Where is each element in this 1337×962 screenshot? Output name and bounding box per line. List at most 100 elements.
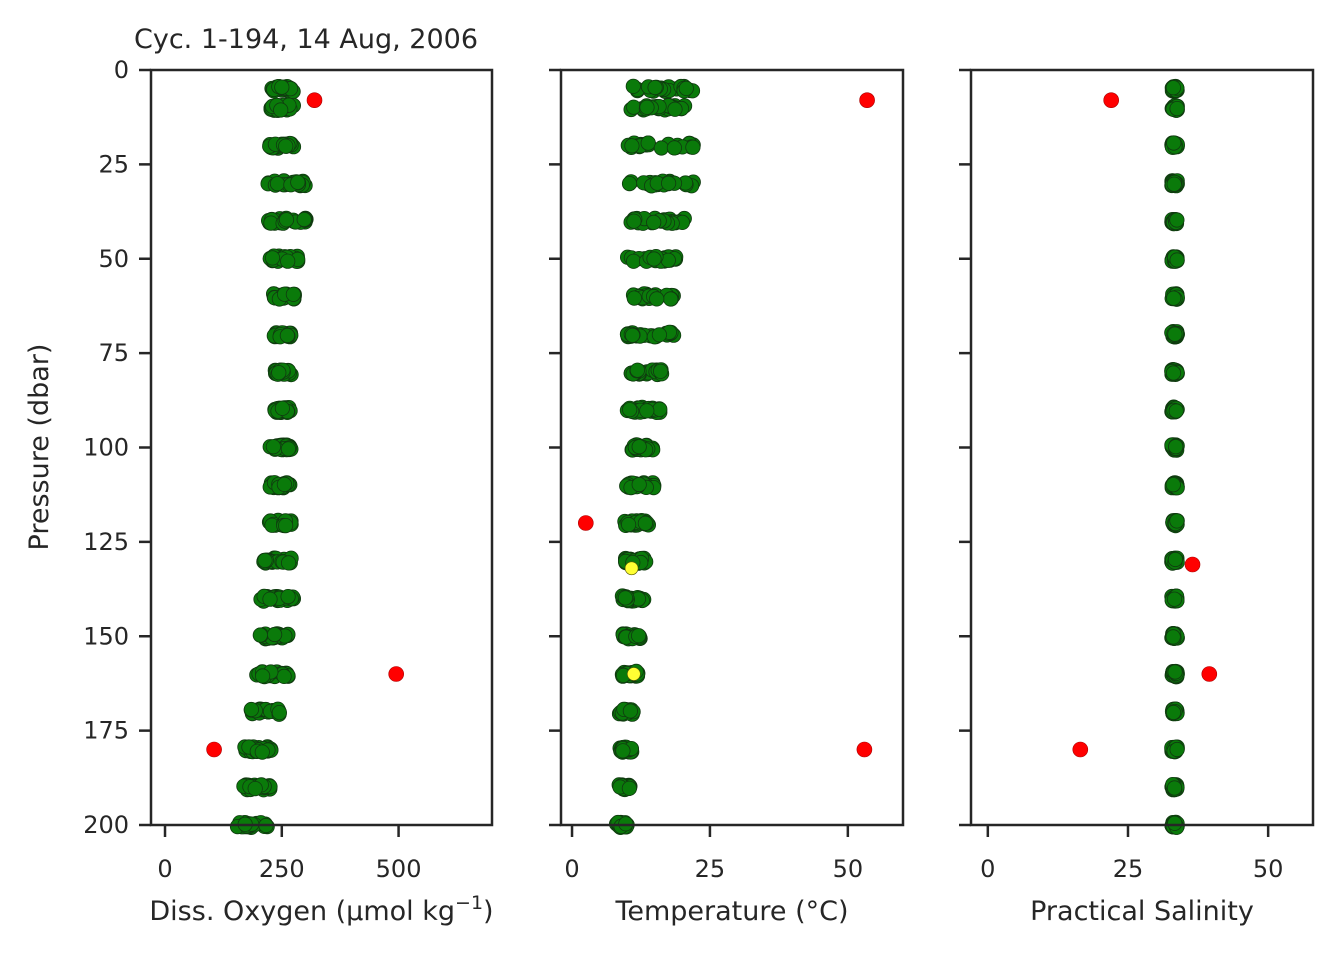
good-point xyxy=(622,703,639,719)
good-points xyxy=(229,79,314,836)
good-point xyxy=(1169,741,1185,758)
good-point xyxy=(271,365,287,381)
good-point xyxy=(280,588,296,605)
y-tick-label: 50 xyxy=(98,245,129,273)
good-point xyxy=(1167,815,1183,831)
good-point xyxy=(285,286,301,302)
good-point xyxy=(1167,326,1183,342)
outlier-point xyxy=(388,666,405,682)
good-point xyxy=(625,78,641,94)
good-point xyxy=(1165,80,1182,96)
good-point xyxy=(247,780,263,797)
good-point xyxy=(1166,780,1183,796)
panel-3: 0 25 50 Practical Salinity xyxy=(959,68,1315,927)
good-point xyxy=(276,476,292,492)
good-point xyxy=(637,515,654,531)
outlier-point xyxy=(1072,741,1089,758)
good-point xyxy=(1166,591,1183,607)
good-point xyxy=(1166,176,1182,192)
good-point xyxy=(631,439,647,455)
axes-frame xyxy=(969,68,1315,827)
good-point xyxy=(280,441,296,457)
good-point xyxy=(621,780,638,796)
x-axis-label: Diss. Oxygen (µmol kg−1) xyxy=(149,892,493,927)
good-point xyxy=(290,174,306,190)
good-point xyxy=(1168,439,1184,455)
good-point xyxy=(685,139,701,155)
good-point xyxy=(243,701,259,718)
good-point xyxy=(651,327,668,343)
axes-frame xyxy=(149,68,494,827)
good-point xyxy=(626,290,642,306)
good-point xyxy=(630,628,647,644)
good-point xyxy=(255,668,271,684)
outlier-point xyxy=(859,92,875,108)
probable-point xyxy=(624,561,639,576)
outlier-point xyxy=(577,515,594,531)
y-tick-label: 150 xyxy=(83,622,129,650)
x-tick-label: 25 xyxy=(1113,855,1144,883)
x-tick-label: 0 xyxy=(157,855,172,883)
panel-1: 0 25 50 75 100 125 150 175 200 0 250 500 Diss. Oxyge… xyxy=(83,56,493,927)
x-tick-label: 50 xyxy=(833,855,864,883)
y-axis-label: Pressure (dbar) xyxy=(24,344,55,551)
good-point xyxy=(1169,212,1185,228)
x-tick-label: 250 xyxy=(259,855,305,883)
x-tick-label: 500 xyxy=(376,855,422,883)
good-points xyxy=(608,78,701,836)
good-point xyxy=(626,213,642,229)
good-point xyxy=(617,590,634,606)
good-point xyxy=(678,80,694,97)
good-points xyxy=(1164,78,1185,835)
good-point xyxy=(278,138,294,154)
good-point xyxy=(660,175,677,191)
x-tick-label: 0 xyxy=(564,855,579,883)
good-point xyxy=(615,743,631,759)
good-point xyxy=(296,211,312,228)
good-point xyxy=(1165,477,1181,493)
good-point xyxy=(1165,365,1182,381)
good-point xyxy=(640,135,656,151)
good-point xyxy=(666,140,683,156)
good-point xyxy=(1167,664,1183,680)
good-point xyxy=(278,212,295,228)
y-tick-label: 0 xyxy=(114,56,129,84)
y-tick-label: 175 xyxy=(83,717,129,745)
good-point xyxy=(624,138,640,154)
good-point xyxy=(274,79,290,95)
outlier-point xyxy=(1201,666,1218,682)
good-point xyxy=(262,591,278,607)
x-tick-label: 50 xyxy=(1253,855,1284,883)
outlier-point xyxy=(856,741,873,758)
good-point xyxy=(639,403,655,419)
good-point xyxy=(626,99,642,115)
outlier-point xyxy=(1184,556,1201,573)
good-point xyxy=(667,101,683,117)
y-tick-label: 125 xyxy=(83,528,129,556)
good-point xyxy=(653,140,670,156)
good-point xyxy=(639,99,655,115)
good-point xyxy=(276,668,292,685)
good-point xyxy=(279,327,295,344)
outlier-point xyxy=(206,741,222,758)
outlier-point xyxy=(306,92,323,108)
y-tick-label: 200 xyxy=(83,811,129,839)
good-point xyxy=(620,516,637,533)
good-point xyxy=(1169,252,1185,268)
good-point xyxy=(274,400,290,416)
chart-title: Cyc. 1-194, 14 Aug, 2006 xyxy=(134,24,478,55)
x-axis-label: Practical Salinity xyxy=(1030,896,1254,927)
x-tick-label: 25 xyxy=(695,855,726,883)
good-point xyxy=(1165,704,1182,721)
good-point xyxy=(631,476,647,493)
good-point xyxy=(646,251,662,267)
good-point xyxy=(280,555,297,571)
good-point xyxy=(629,362,646,378)
good-point xyxy=(625,253,642,269)
good-point xyxy=(1166,135,1182,151)
good-point xyxy=(622,402,638,418)
good-point xyxy=(1166,290,1182,306)
good-point xyxy=(647,79,663,96)
good-point xyxy=(257,552,273,569)
